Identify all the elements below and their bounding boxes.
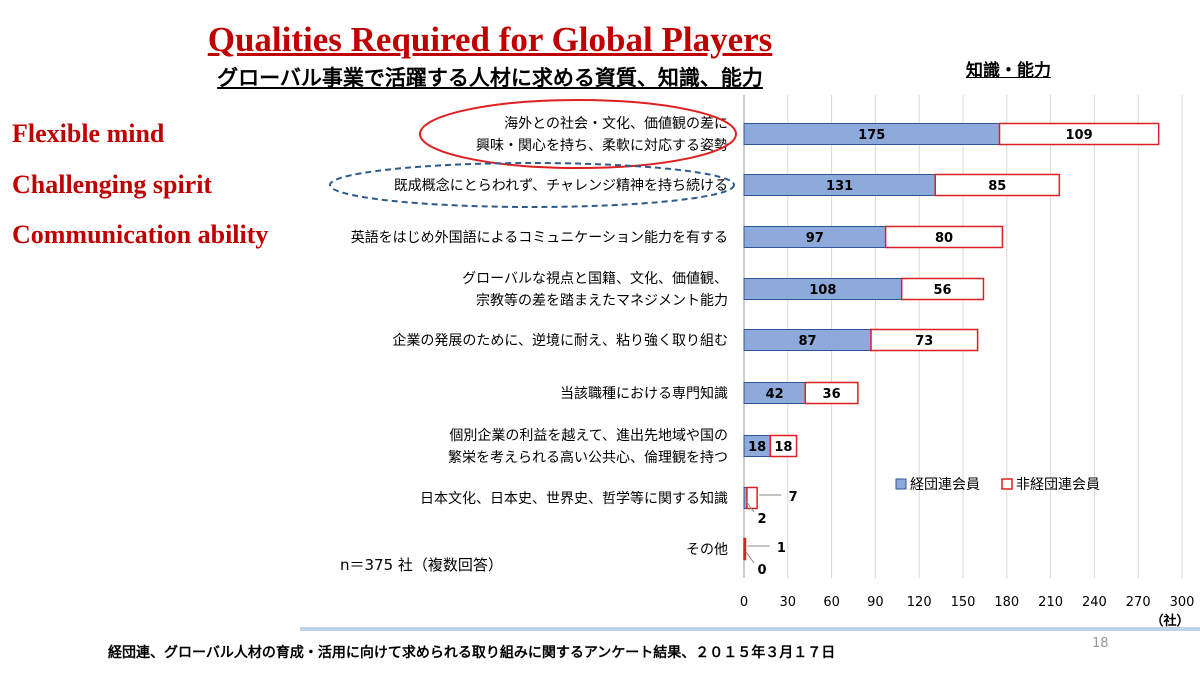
data-label-series1: 97 — [806, 231, 824, 246]
highlight-ellipse-solid — [419, 99, 737, 169]
category-label: その他 — [686, 542, 728, 558]
data-label-series1: 18 — [748, 440, 766, 455]
category-label: 英語をはじめ外国語によるコミュニケーション能力を有する — [351, 229, 728, 246]
slide-number: 18 — [1092, 636, 1109, 651]
data-label-series2: 73 — [915, 334, 933, 349]
data-label-series2: 56 — [934, 283, 952, 298]
slide-title: Qualities Required for Global Players — [207, 20, 773, 59]
leader-line — [745, 500, 755, 513]
data-label-series2: 7 — [789, 490, 798, 505]
category-label: グローバルな視点と国籍、文化、価値観、 — [462, 270, 728, 287]
highlight-ellipse-dashed — [329, 162, 735, 208]
x-tick-label: 240 — [1082, 595, 1107, 610]
data-label-series2: 80 — [935, 231, 953, 246]
data-label-series2: 18 — [774, 440, 792, 455]
data-label-series1: 2 — [757, 512, 766, 527]
category-label: 個別企業の利益を越えて、進出先地域や国の — [449, 427, 728, 444]
data-label-series1: 87 — [798, 334, 816, 349]
side-label-communication-ability: Communication ability — [12, 220, 269, 249]
data-label-series2: 109 — [1065, 128, 1092, 143]
legend-swatch-series1 — [895, 478, 907, 490]
x-tick-label: 210 — [1038, 595, 1063, 610]
data-label-series1: 42 — [766, 387, 784, 402]
category-label: 当該職種における専門知識 — [560, 385, 728, 402]
x-tick-label: 60 — [823, 595, 840, 610]
legend-label-series1: 経団連会員 — [910, 477, 980, 493]
data-label-series2: 1 — [777, 541, 786, 556]
bar-series2 — [998, 122, 1160, 146]
side-label-flexible-mind: Flexible mind — [12, 119, 165, 148]
x-tick-label: 120 — [907, 595, 932, 610]
legend-label-series2: 非経団連会員 — [1016, 477, 1100, 493]
category-label: 興味・関心を持ち、柔軟に対応する姿勢 — [476, 138, 728, 154]
data-label-series1: 175 — [858, 128, 885, 143]
data-label-series2: 36 — [823, 387, 841, 402]
footer-rule — [300, 627, 1200, 631]
category-label: 既成概念にとらわれず、チャレンジ精神を持ち続ける — [394, 177, 728, 194]
bar-series2 — [884, 225, 1004, 249]
category-label: 海外との社会・文化、価値観の差に — [504, 115, 728, 132]
data-label-series2: 85 — [988, 179, 1006, 194]
bar-series2 — [746, 486, 758, 510]
x-tick-label: 90 — [867, 595, 884, 610]
bar-series2 — [743, 537, 747, 561]
sample-size-note: n＝375 社（複数回答） — [340, 556, 503, 574]
category-label: 繁栄を考えられる高い公共心、倫理観を持つ — [448, 449, 728, 466]
bar-series2 — [804, 381, 859, 405]
bar-series2 — [934, 173, 1061, 197]
category-label: 日本文化、日本史、世界史、哲学等に関する知識 — [420, 490, 728, 507]
data-label-series1: 108 — [809, 283, 836, 298]
category-label: 宗教等の差を踏まえたマネジメント能力 — [476, 292, 728, 309]
x-tick-label: 30 — [780, 595, 797, 610]
x-tick-label: 180 — [994, 595, 1019, 610]
data-label-series1: 0 — [757, 563, 766, 578]
x-tick-label: 270 — [1126, 595, 1151, 610]
category-label: 企業の発展のために、逆境に耐え、粘り強く取り組む — [392, 332, 728, 349]
side-label-challenging-spirit: Challenging spirit — [12, 170, 213, 199]
x-tick-label: 0 — [740, 595, 748, 610]
bar-series2 — [900, 277, 985, 301]
leader-line — [745, 551, 755, 564]
slide-subtitle: グローバル事業で活躍する人材に求める資質、知識、能力 — [217, 66, 763, 90]
bar-series2 — [769, 434, 798, 458]
legend-swatch-series2 — [1001, 478, 1013, 490]
data-label-series1: 131 — [826, 179, 853, 194]
x-tick-label: 150 — [951, 595, 976, 610]
source-citation: 経団連、グローバル人材の育成・活用に向けて求められる取り組みに関するアンケート結… — [108, 645, 836, 661]
x-axis-unit: （社） — [1150, 613, 1189, 629]
x-tick-label: 300 — [1170, 595, 1195, 610]
bar-series2 — [870, 328, 979, 352]
knowledge-ability-label: 知識・能力 — [966, 61, 1051, 81]
